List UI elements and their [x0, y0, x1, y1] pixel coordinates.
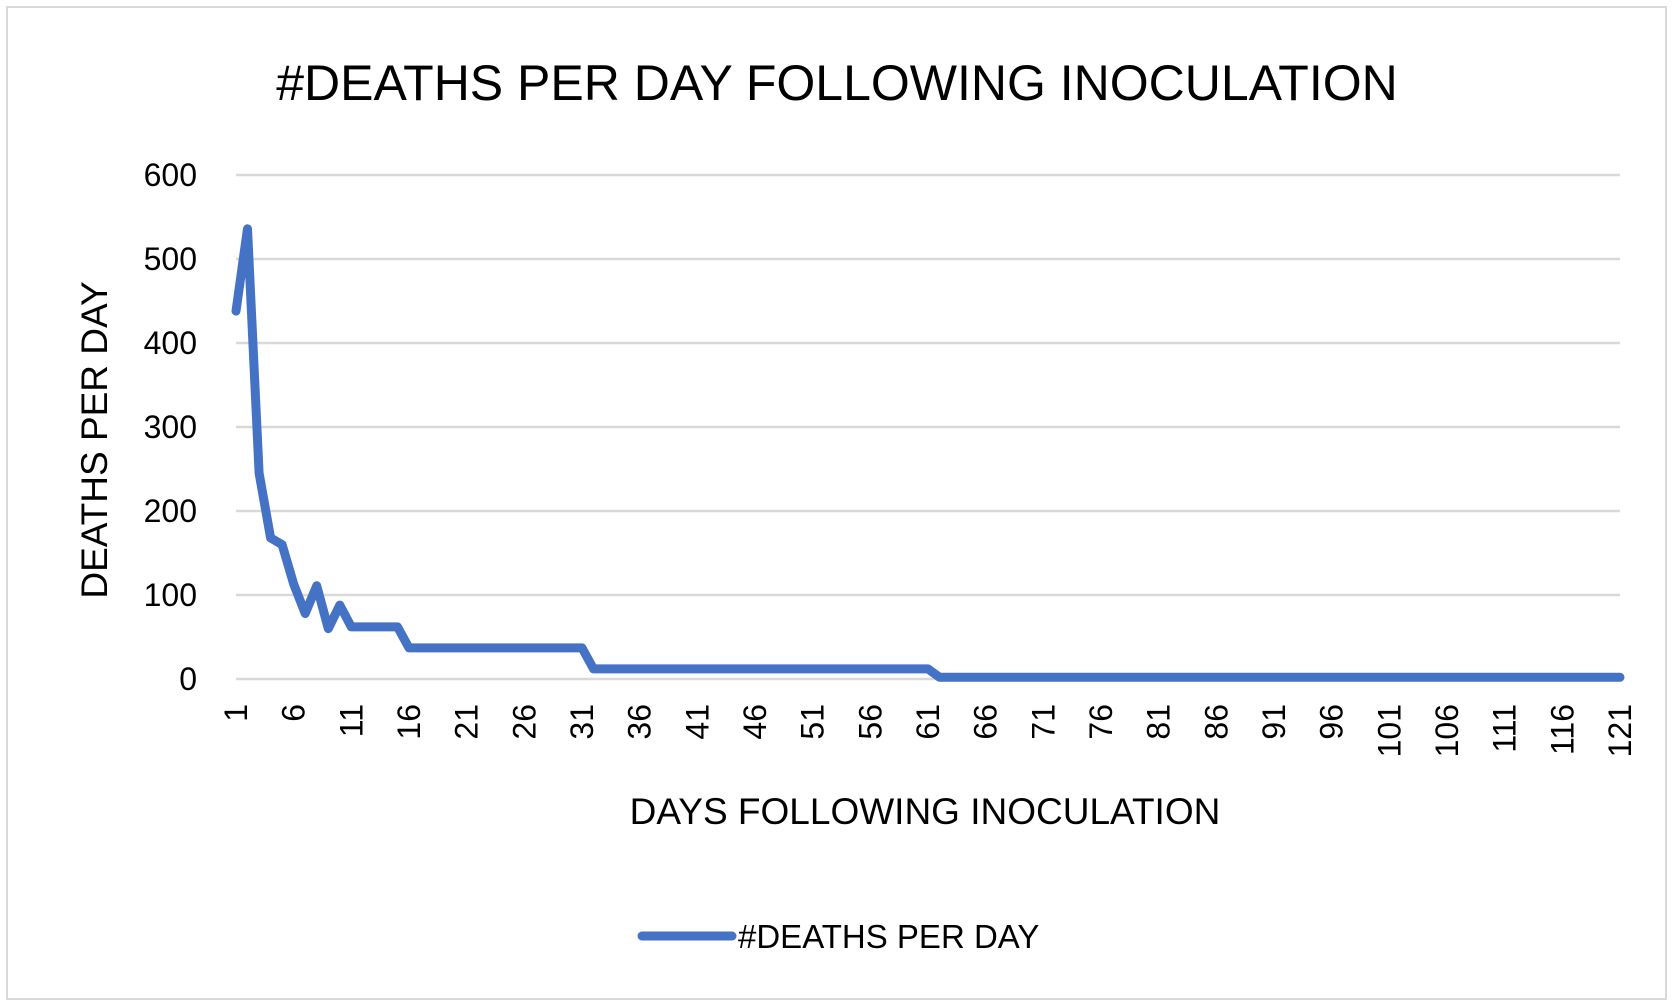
y-tick-label: 0	[179, 661, 197, 697]
x-tick-label: 36	[622, 704, 658, 740]
x-tick-label: 41	[679, 704, 715, 740]
x-tick-label: 61	[910, 704, 946, 740]
x-tick-label: 1	[218, 704, 254, 722]
y-axis-ticks: 0 100 200 300 400 500 600	[144, 157, 197, 697]
chart-frame	[6, 6, 1667, 1000]
x-tick-label: 91	[1256, 704, 1292, 740]
x-tick-label: 21	[449, 704, 485, 740]
x-tick-label: 116	[1544, 704, 1580, 755]
x-tick-label: 81	[1141, 704, 1177, 740]
x-tick-label: 121	[1602, 704, 1638, 757]
y-tick-label: 600	[144, 157, 197, 193]
x-tick-label: 101	[1371, 704, 1407, 757]
x-axis-ticks: 1 6 11 16 21 26 31 36 41 46 51 56 61 66 71 76 81 86 91 96 10…	[218, 704, 1638, 757]
x-tick-label: 96	[1314, 704, 1350, 740]
series-layer	[231, 224, 1625, 682]
y-tick-label: 300	[144, 409, 197, 445]
x-tick-label: 31	[564, 704, 600, 740]
x-tick-label: 51	[795, 704, 831, 740]
legend: #DEATHS PER DAY	[637, 918, 1039, 955]
x-tick-label: 11	[333, 704, 369, 737]
x-tick-label: 76	[1083, 704, 1119, 740]
y-tick-label: 100	[144, 577, 197, 613]
series-line-0	[231, 224, 1625, 682]
x-tick-label: 86	[1198, 704, 1234, 740]
x-tick-label: 106	[1429, 704, 1465, 757]
gridlines	[236, 173, 1620, 681]
y-tick-label: 200	[144, 493, 197, 529]
x-axis-title: DAYS FOLLOWING INOCULATION	[630, 791, 1221, 832]
y-tick-label: 400	[144, 325, 197, 361]
chart-title: #DEATHS PER DAY FOLLOWING INOCULATION	[276, 55, 1397, 111]
y-tick-label: 500	[144, 241, 197, 277]
x-tick-label: 16	[391, 704, 427, 740]
x-tick-label: 46	[737, 704, 773, 740]
x-tick-label: 56	[852, 704, 888, 740]
x-tick-label: 26	[506, 704, 542, 740]
legend-label: #DEATHS PER DAY	[738, 918, 1039, 955]
x-tick-label: 71	[1025, 704, 1061, 740]
x-tick-label: 111	[1487, 704, 1523, 753]
y-axis-title: DEATHS PER DAY	[74, 281, 115, 598]
x-tick-label: 66	[968, 704, 1004, 740]
x-tick-label: 6	[276, 704, 312, 722]
